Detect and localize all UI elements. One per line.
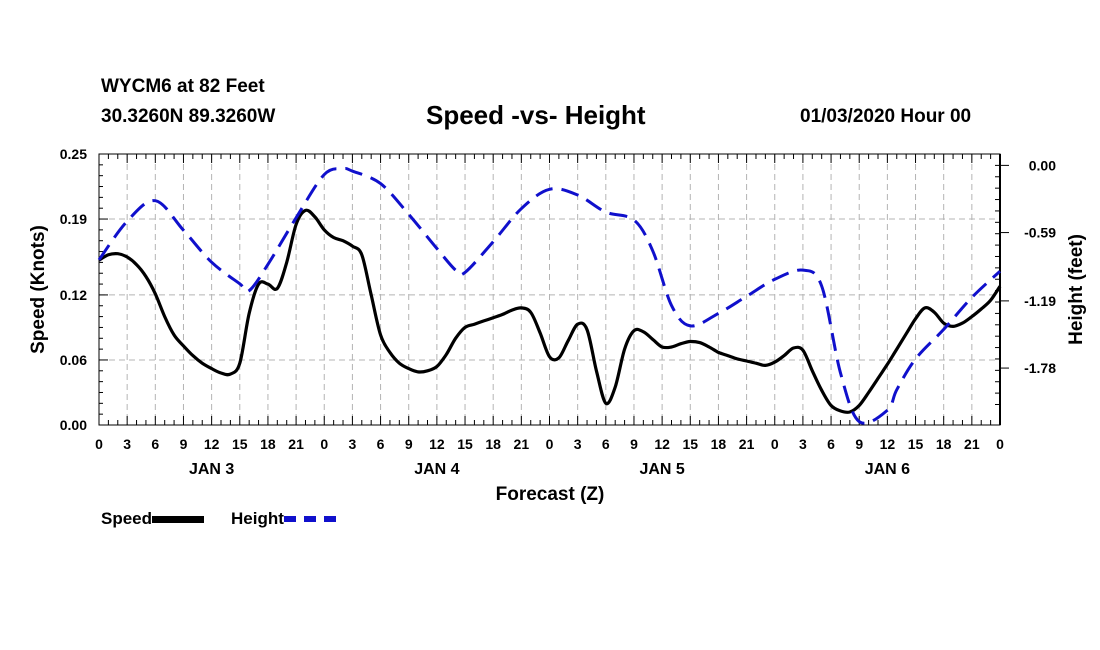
x-tick-label: 3 [574, 436, 582, 452]
x-tick-label: 15 [682, 436, 698, 452]
y-tick-label: 0.12 [60, 287, 87, 303]
y-axis-title: Speed (Knots) [28, 225, 49, 354]
y-tick-label: 0.19 [60, 211, 87, 227]
y-tick-label: 0.25 [60, 146, 87, 162]
x-tick-label: 12 [429, 436, 445, 452]
x-tick-label: 18 [260, 436, 276, 452]
x-tick-label: 6 [602, 436, 610, 452]
x-tick-label: 12 [880, 436, 896, 452]
legend-height-label: Height [231, 509, 284, 528]
x-tick-label: 21 [739, 436, 755, 452]
y2-tick-label: -1.19 [1024, 293, 1056, 309]
x-tick-label: 15 [908, 436, 924, 452]
x-axis-title: Forecast (Z) [496, 484, 605, 505]
x-tick-label: 21 [288, 436, 304, 452]
x-tick-label: 9 [630, 436, 638, 452]
legend-speed-swatch [152, 515, 205, 523]
forecast-datetime: 01/03/2020 Hour 00 [800, 106, 972, 127]
legend-height: Height [231, 509, 336, 529]
x-tick-label: 15 [457, 436, 473, 452]
day-label: JAN 3 [189, 461, 234, 478]
x-tick-label: 12 [204, 436, 220, 452]
x-tick-label: 12 [654, 436, 670, 452]
station-label: WYCM6 at 82 Feet [101, 76, 265, 97]
x-tick-label: 21 [514, 436, 530, 452]
x-tick-label: 6 [377, 436, 385, 452]
y2-axis-title: Height (feet) [1066, 234, 1087, 345]
x-tick-label: 18 [711, 436, 727, 452]
x-tick-label: 0 [996, 436, 1004, 452]
x-tick-label: 3 [349, 436, 357, 452]
y-tick-label: 0.00 [60, 417, 87, 433]
y-tick-label: 0.06 [60, 352, 87, 368]
y2-tick-label: -1.78 [1024, 360, 1056, 376]
x-tick-label: 15 [232, 436, 248, 452]
x-tick-label: 18 [936, 436, 952, 452]
legend-speed: Speed [101, 509, 205, 529]
legend-speed-label: Speed [101, 509, 153, 528]
day-label: JAN 6 [865, 461, 910, 478]
height-series-line [97, 167, 1002, 425]
x-tick-label: 0 [320, 436, 328, 452]
chart-title: Speed -vs- Height [426, 100, 646, 130]
x-tick-label: 0 [771, 436, 779, 452]
x-tick-label: 0 [95, 436, 103, 452]
x-tick-label: 6 [151, 436, 159, 452]
y2-tick-label: -0.59 [1024, 225, 1056, 241]
x-tick-label: 0 [546, 436, 554, 452]
x-tick-label: 18 [485, 436, 501, 452]
x-tick-label: 21 [964, 436, 980, 452]
x-tick-label: 9 [405, 436, 413, 452]
speed-series-line [98, 208, 1002, 414]
x-tick-label: 3 [799, 436, 807, 452]
x-tick-label: 6 [827, 436, 835, 452]
legend-height-swatch [283, 516, 336, 522]
x-tick-label: 9 [180, 436, 188, 452]
x-tick-label: 3 [123, 436, 131, 452]
x-tick-label: 9 [855, 436, 863, 452]
coordinates-label: 30.3260N 89.3260W [101, 106, 276, 127]
day-label: JAN 4 [414, 461, 459, 478]
y2-tick-label: 0.00 [1029, 157, 1056, 173]
day-label: JAN 5 [639, 461, 684, 478]
